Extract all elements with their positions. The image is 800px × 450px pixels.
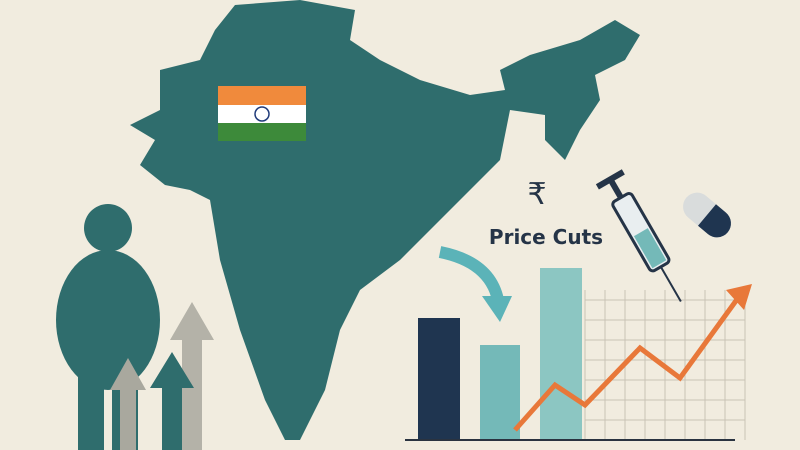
bar [418,318,460,440]
syringe [595,169,682,302]
arrow-up-gray [170,302,214,450]
curved-arrow-head [482,296,512,322]
trend-line [513,296,741,432]
pill [683,192,731,238]
curved-arrow [438,246,504,302]
flag [218,86,306,141]
trend-arrow-head [726,284,752,310]
bar [540,268,582,440]
bar [480,345,520,440]
rupee-symbol: ₹ [527,177,546,212]
person-silhouette [56,204,160,450]
arrow-up-teal [150,352,194,450]
price-cuts-label: Price Cuts [489,225,603,249]
arrow-up-gray [110,358,146,450]
